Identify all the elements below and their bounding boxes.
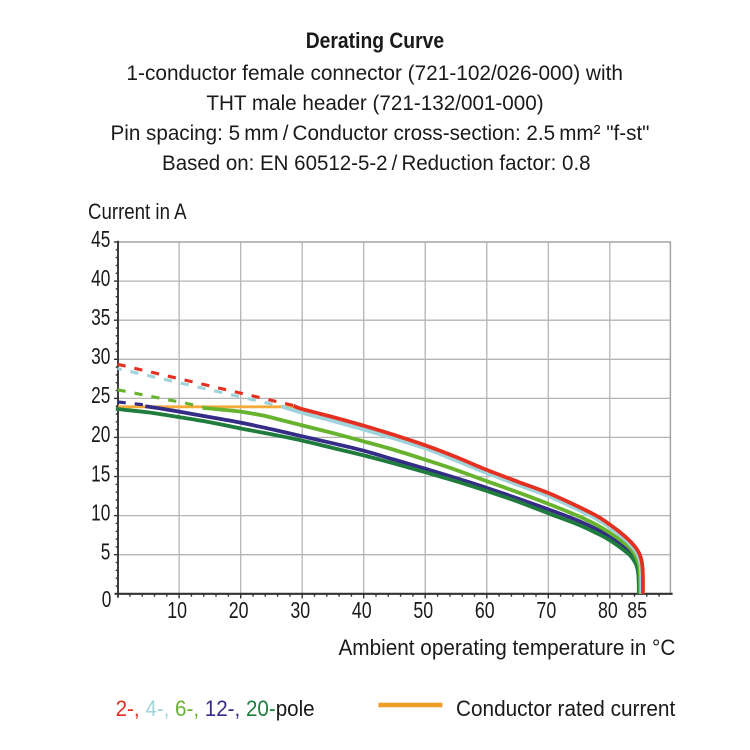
svg-text:15: 15 — [91, 461, 110, 487]
svg-text:50: 50 — [413, 598, 433, 624]
svg-text:40: 40 — [352, 598, 372, 624]
svg-text:40: 40 — [91, 265, 110, 291]
svg-text:20: 20 — [229, 598, 249, 624]
svg-text:10: 10 — [91, 500, 110, 526]
svg-text:35: 35 — [91, 304, 110, 330]
svg-text:2-, 4-, 6-, 12-, 20-pole: 2-, 4-, 6-, 12-, 20-pole — [116, 695, 315, 721]
svg-text:THT male header (721-132/001-0: THT male header (721-132/001-000) — [206, 92, 543, 115]
svg-text:30: 30 — [91, 344, 110, 370]
svg-text:25: 25 — [91, 383, 110, 409]
svg-text:Ambient operating temperature: Ambient operating temperature in °C — [338, 635, 675, 660]
svg-text:1-conductor female connector (: 1-conductor female connector (721-102/02… — [126, 62, 623, 85]
svg-text:Current in A: Current in A — [88, 201, 187, 225]
svg-text:45: 45 — [91, 226, 110, 252]
svg-text:30: 30 — [290, 598, 310, 624]
svg-text:80: 80 — [598, 598, 618, 624]
svg-text:20: 20 — [91, 422, 110, 448]
svg-text:Derating Curve: Derating Curve — [306, 28, 444, 53]
svg-text:5: 5 — [101, 539, 111, 565]
svg-text:0: 0 — [102, 586, 112, 612]
svg-text:Based on: EN 60512-5-2 / Reduc: Based on: EN 60512-5-2 / Reduction facto… — [162, 152, 590, 176]
svg-text:60: 60 — [475, 598, 495, 624]
svg-text:70: 70 — [536, 598, 556, 624]
svg-text:Conductor rated current: Conductor rated current — [456, 695, 675, 721]
svg-text:85: 85 — [627, 598, 647, 624]
svg-text:Pin spacing: 5 mm / Conductor: Pin spacing: 5 mm / Conductor cross-sect… — [110, 122, 649, 145]
svg-text:10: 10 — [167, 598, 187, 624]
